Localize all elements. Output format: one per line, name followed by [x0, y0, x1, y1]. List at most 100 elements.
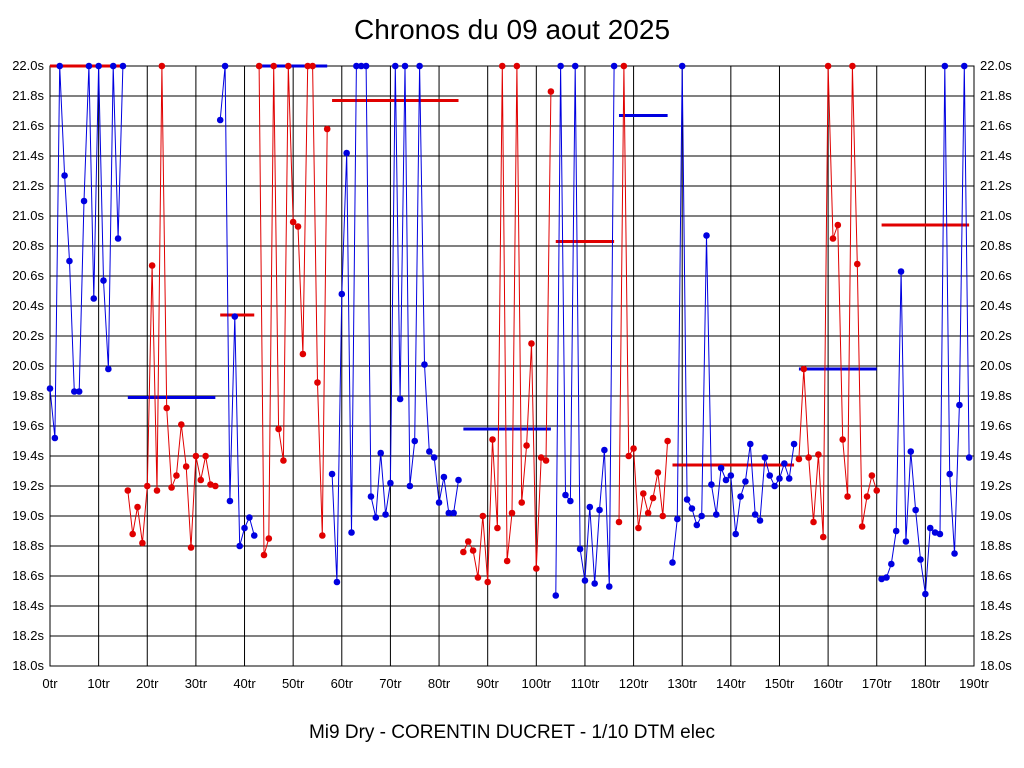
data-point	[75, 388, 83, 395]
data-point	[309, 62, 316, 70]
x-tick-labels: 0tr 10tr 20tr 30tr 40tr 50tr 60tr 70tr 80tr 90tr 1…	[42, 676, 989, 691]
data-point	[134, 503, 141, 511]
data-point	[421, 361, 428, 368]
data-point	[469, 547, 477, 554]
data-point	[56, 62, 64, 70]
data-point	[844, 493, 851, 500]
data-point	[781, 460, 788, 467]
data-point	[552, 592, 560, 599]
x-tick-label: 120tr	[619, 676, 649, 691]
y-tick-label-left: 19.8s	[12, 388, 44, 403]
series-line	[798, 65, 878, 538]
y-tick-label-left: 18.4s	[12, 598, 44, 613]
data-point	[124, 487, 132, 494]
data-point	[260, 551, 268, 559]
data-point	[158, 62, 166, 70]
y-tick-label-right: 19.0s	[980, 508, 1012, 523]
series-line	[618, 65, 669, 529]
data-point	[226, 497, 234, 505]
data-point	[936, 530, 944, 538]
data-point	[105, 365, 112, 373]
data-point	[596, 506, 603, 514]
data-point	[523, 442, 530, 449]
data-point	[756, 517, 764, 524]
data-point	[314, 379, 321, 386]
data-point	[761, 454, 769, 461]
data-point	[640, 490, 647, 497]
data-point	[824, 62, 832, 70]
y-tick-label-left: 20.6s	[12, 268, 44, 283]
data-point	[241, 524, 248, 532]
data-point	[114, 235, 122, 242]
data-point	[391, 62, 399, 70]
data-point	[518, 499, 526, 506]
y-tick-label-left: 19.4s	[12, 448, 44, 463]
data-point	[630, 445, 637, 452]
data-point	[426, 448, 433, 455]
data-point	[610, 62, 618, 70]
data-point	[776, 475, 783, 482]
data-point	[333, 578, 341, 586]
y-tick-label-right: 20.8s	[980, 238, 1012, 253]
data-point	[883, 574, 890, 581]
data-point	[46, 385, 54, 392]
data-point	[737, 493, 744, 500]
data-point	[644, 509, 652, 517]
data-point	[605, 583, 613, 590]
y-tick-label-right: 20.4s	[980, 298, 1012, 313]
y-tick-label-right: 18.0s	[980, 658, 1012, 673]
data-point	[255, 62, 263, 70]
data-point	[80, 197, 88, 205]
data-point	[284, 62, 292, 70]
x-tick-label: 100tr	[521, 676, 551, 691]
data-point	[294, 223, 302, 230]
y-tick-label-right: 18.4s	[980, 598, 1012, 613]
series-line	[127, 65, 216, 548]
data-point	[450, 509, 457, 517]
data-point	[221, 62, 229, 70]
data-point	[187, 544, 195, 551]
data-point	[119, 62, 127, 70]
x-tick-label: 40tr	[233, 676, 256, 691]
data-point	[328, 470, 336, 478]
data-point	[703, 232, 710, 239]
y-tick-label-right: 18.2s	[980, 628, 1012, 643]
data-point	[888, 560, 895, 568]
data-point	[960, 62, 968, 70]
data-point	[839, 436, 846, 443]
data-point	[382, 511, 389, 518]
y-tick-label-right: 19.4s	[980, 448, 1012, 463]
data-point	[732, 530, 740, 538]
data-point	[708, 481, 715, 488]
data-point	[897, 268, 905, 275]
data-point	[819, 533, 827, 541]
x-tick-label: 130tr	[667, 676, 697, 691]
data-point	[873, 487, 881, 494]
data-point	[727, 472, 735, 479]
y-tick-label-right: 22.0s	[980, 58, 1012, 73]
data-point	[474, 574, 482, 581]
data-point	[396, 395, 404, 403]
data-point	[951, 550, 958, 557]
y-tick-label-left: 21.6s	[12, 118, 44, 133]
data-point	[280, 457, 287, 464]
data-point	[922, 590, 929, 598]
data-point	[387, 479, 394, 487]
data-point	[353, 62, 360, 70]
data-point	[907, 448, 915, 455]
data-point	[751, 511, 759, 518]
x-tick-label: 110tr	[571, 676, 600, 691]
y-tick-label-left: 21.8s	[12, 88, 44, 103]
data-point	[343, 149, 350, 157]
data-point	[503, 557, 511, 565]
data-point	[664, 437, 671, 445]
data-point	[357, 62, 365, 70]
x-tick-label: 90tr	[476, 676, 499, 691]
x-tick-label: 10tr	[87, 676, 110, 691]
x-tick-label: 60tr	[331, 676, 354, 691]
data-point	[494, 524, 501, 532]
data-point	[430, 454, 438, 461]
data-point	[615, 518, 623, 526]
data-point	[917, 556, 924, 563]
data-point	[275, 425, 282, 433]
